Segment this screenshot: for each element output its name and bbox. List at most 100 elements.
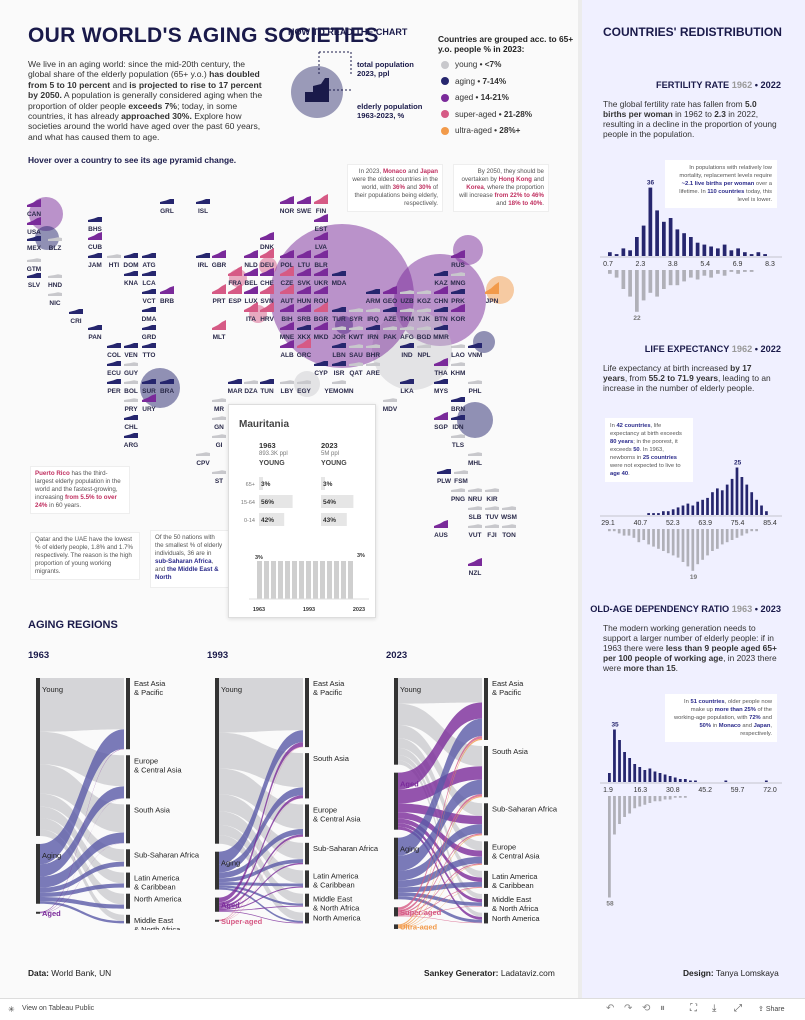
country-pry[interactable]: PRY xyxy=(124,398,138,413)
sankey-flow[interactable] xyxy=(40,786,124,877)
country-bhs[interactable]: BHS xyxy=(88,217,103,233)
sankey-flow[interactable] xyxy=(40,748,124,913)
country-st[interactable]: ST xyxy=(212,470,226,485)
sankey-flow[interactable] xyxy=(219,905,303,912)
country-bih[interactable]: BIH xyxy=(280,304,294,323)
sankey-flow[interactable] xyxy=(398,779,482,871)
sankey-flow[interactable] xyxy=(219,835,303,921)
country-fra[interactable]: FRA xyxy=(228,266,242,287)
sankey-flow[interactable] xyxy=(398,718,482,856)
country-gn[interactable]: GN xyxy=(212,416,226,431)
country-mr[interactable]: MR xyxy=(212,398,226,413)
country-fji[interactable]: FJI xyxy=(485,524,499,539)
sankey-flow[interactable] xyxy=(398,896,482,923)
country-lux[interactable]: LUX xyxy=(244,286,258,305)
country-ven[interactable]: VEN xyxy=(124,343,138,359)
sankey-flow[interactable] xyxy=(398,886,482,916)
country-kwt[interactable]: KWT xyxy=(349,326,364,341)
country-bhr[interactable]: BHR xyxy=(366,344,380,359)
country-blr[interactable]: BLR xyxy=(314,250,328,269)
country-qat[interactable]: QAT xyxy=(349,362,363,377)
sankey-flow[interactable] xyxy=(40,896,124,909)
country-arg[interactable]: ARG xyxy=(124,433,138,449)
country-uzb[interactable]: UZB xyxy=(400,290,414,305)
population-bubble[interactable] xyxy=(457,402,493,438)
country-dma[interactable]: DMA xyxy=(142,307,157,323)
country-atg[interactable]: ATG xyxy=(142,253,156,269)
country-slb[interactable]: SLB xyxy=(468,506,482,521)
sankey-flow[interactable] xyxy=(219,811,303,884)
country-cze[interactable]: CZE xyxy=(280,266,294,287)
population-bubble[interactable] xyxy=(35,226,59,250)
fullscreen-icon[interactable]: ⛶ xyxy=(690,1003,697,1014)
country-khm[interactable]: KHM xyxy=(451,362,466,377)
country-dnk[interactable]: DNK xyxy=(260,232,274,251)
sankey-flow[interactable] xyxy=(398,887,482,929)
country-gbr[interactable]: GBR xyxy=(212,250,227,269)
country-svn[interactable]: SVN xyxy=(260,284,274,305)
country-jor[interactable]: JOR xyxy=(332,326,346,341)
country-chl[interactable]: CHL xyxy=(124,415,138,431)
country-ita[interactable]: ITA xyxy=(244,302,258,323)
country-jpn[interactable]: JPN xyxy=(485,282,499,305)
country-aze[interactable]: AZE xyxy=(383,307,397,323)
country-cyp[interactable]: CYP xyxy=(314,361,328,377)
sankey-flow[interactable] xyxy=(398,796,482,927)
country-gtm[interactable]: GTM xyxy=(27,258,41,273)
country-bgr[interactable]: BGR xyxy=(314,302,329,323)
country-lka[interactable]: LKA xyxy=(400,379,414,395)
country-cub[interactable]: CUB xyxy=(88,232,102,251)
country-isl[interactable]: ISL xyxy=(196,199,210,215)
country-bra[interactable]: BRA xyxy=(160,379,174,395)
country-alb[interactable]: ALB xyxy=(280,340,294,359)
sankey-flow[interactable] xyxy=(219,732,303,788)
country-mmr[interactable]: MMR xyxy=(433,325,449,341)
country-mhl[interactable]: MHL xyxy=(468,452,482,467)
sankey-flow[interactable] xyxy=(40,806,124,884)
country-tjk[interactable]: TJK xyxy=(417,308,431,323)
country-irn[interactable]: IRN xyxy=(366,325,380,341)
sankey-flow[interactable] xyxy=(219,836,303,922)
country-svk[interactable]: SVK xyxy=(297,268,311,287)
country-grd[interactable]: GRD xyxy=(142,325,157,341)
country-brb[interactable]: BRB xyxy=(160,286,174,305)
sankey-flow[interactable] xyxy=(40,861,124,893)
country-hti[interactable]: HTI xyxy=(107,254,121,269)
sankey-flow[interactable] xyxy=(219,834,303,908)
sankey-flow[interactable] xyxy=(398,812,482,857)
country-tun[interactable]: TUN xyxy=(260,379,274,395)
country-pan[interactable]: PAN xyxy=(88,325,102,341)
country-mne[interactable]: MNE xyxy=(280,322,295,341)
revert-icon[interactable]: ⟲ xyxy=(642,1003,651,1014)
country-sgp[interactable]: SGP xyxy=(434,412,449,431)
country-guy[interactable]: GUY xyxy=(124,362,139,377)
country-lbn[interactable]: LBN xyxy=(332,343,346,359)
country-kaz[interactable]: KAZ xyxy=(434,271,448,287)
country-kna[interactable]: KNA xyxy=(124,271,138,287)
country-chn[interactable]: CHN xyxy=(434,286,448,305)
country-tkm[interactable]: TKM xyxy=(400,308,414,323)
country-ukr[interactable]: UKR xyxy=(314,268,328,287)
population-bubble[interactable] xyxy=(394,254,486,346)
country-idn[interactable]: IDN xyxy=(451,415,465,431)
country-irq[interactable]: IRQ xyxy=(366,308,380,323)
country-swe[interactable]: SWE xyxy=(297,196,312,215)
sankey-flow[interactable] xyxy=(398,738,482,926)
sankey-flow[interactable] xyxy=(219,742,303,903)
country-rus[interactable]: RUS xyxy=(451,250,466,269)
country-geo[interactable]: GEO xyxy=(383,286,397,305)
country-vut[interactable]: VUT xyxy=(468,524,482,539)
country-prt[interactable]: PRT xyxy=(212,284,226,305)
country-ltu[interactable]: LTU xyxy=(297,250,311,269)
country-kor[interactable]: KOR xyxy=(451,304,466,323)
country-fin[interactable]: FIN xyxy=(314,194,328,215)
country-pak[interactable]: PAK xyxy=(383,326,397,341)
sankey-flow[interactable] xyxy=(398,678,482,704)
view-on-tableau-link[interactable]: View on Tableau Public xyxy=(22,1005,95,1012)
country-vnm[interactable]: VNM xyxy=(468,343,482,359)
country-plw[interactable]: PLW xyxy=(437,469,452,485)
country-tto[interactable]: TTO xyxy=(142,343,156,359)
country-deu[interactable]: DEU xyxy=(260,248,274,269)
country-xkx[interactable]: XKX xyxy=(297,325,311,341)
pause-icon[interactable]: ⏸ xyxy=(660,1003,665,1014)
